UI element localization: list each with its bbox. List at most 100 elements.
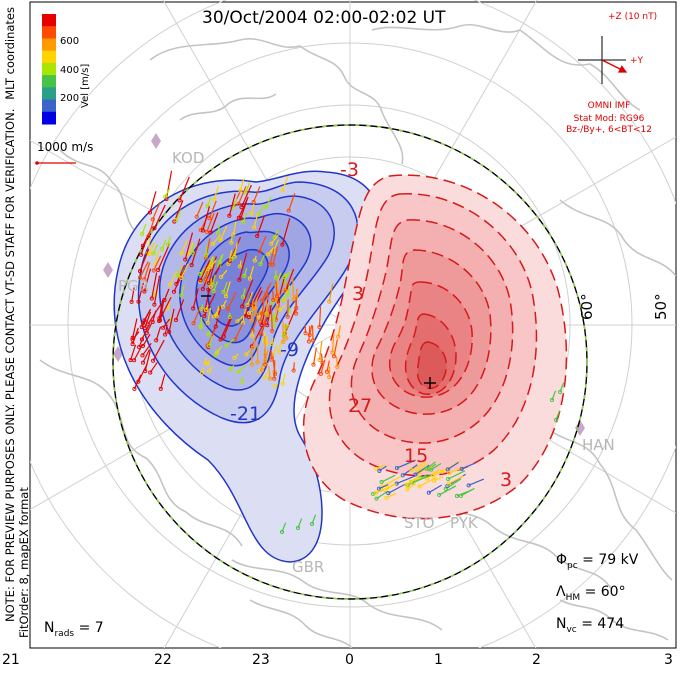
- vector-origin: [179, 251, 184, 256]
- velocity-vector: [333, 339, 338, 357]
- velocity-vector: [144, 350, 151, 372]
- contour-label: -3: [340, 159, 359, 181]
- vector-origin: [262, 375, 268, 380]
- vector-origin: [174, 217, 179, 222]
- velocity-vector: [149, 191, 157, 213]
- vector-origin: [189, 263, 194, 268]
- vector-origin: [286, 208, 291, 213]
- contour-label: -9: [280, 339, 299, 361]
- vector-origin: [203, 253, 209, 258]
- vector-origin: [255, 233, 260, 239]
- velocity-vector: [158, 299, 164, 319]
- vector-origin: [269, 341, 274, 346]
- velocity-vector: [381, 474, 396, 483]
- vector-origin: [142, 325, 147, 331]
- vector-origin: [202, 314, 207, 319]
- velocity-vector: [205, 305, 209, 311]
- velocity-vector: [175, 299, 185, 321]
- velocity-vector: [180, 263, 189, 279]
- velocity-vector: [240, 184, 252, 208]
- velocity-vector: [202, 206, 211, 231]
- vector-origin: [446, 481, 452, 486]
- mlt-label-0: 0: [345, 652, 354, 668]
- velocity-vector: [419, 476, 438, 488]
- vector-origin: [207, 343, 212, 348]
- vector-origin: [259, 322, 264, 328]
- vector-origin: [132, 386, 137, 391]
- velocity-vector: [285, 324, 290, 328]
- velocity-vector: [276, 280, 279, 296]
- velocity-vector: [191, 238, 201, 266]
- velocity-vector: [232, 221, 237, 235]
- velocity-vector: [292, 277, 295, 300]
- vector-origin: [208, 230, 213, 235]
- vector-origin: [236, 370, 241, 375]
- velocity-vector: [207, 330, 211, 335]
- mlt-label-21: 21: [2, 652, 20, 668]
- vector-origin: [167, 282, 173, 288]
- coastlines: [39, 24, 676, 648]
- colorbar-segment: [42, 50, 56, 64]
- velocity-vector: [234, 323, 244, 340]
- velocity-vector: [152, 201, 161, 220]
- vector-origin: [199, 370, 204, 375]
- velocity-vector: [207, 307, 212, 324]
- velocity-vector: [180, 239, 189, 254]
- vector-origin: [213, 353, 218, 358]
- velocity-vector: [233, 242, 238, 257]
- vector-origin: [213, 324, 218, 329]
- vector-origin: [210, 282, 215, 287]
- vector-origin: [240, 304, 245, 309]
- velocity-vector: [149, 241, 156, 255]
- vector-origin: [274, 306, 279, 311]
- mlt-label-23: 23: [252, 652, 270, 668]
- vector-origin: [203, 360, 208, 366]
- velocity-vector: [251, 298, 254, 321]
- vector-origin: [249, 211, 254, 216]
- velocity-vector: [318, 306, 322, 328]
- vector-origin: [429, 467, 434, 472]
- vector-origin: [286, 293, 291, 298]
- vector-origin: [386, 491, 391, 496]
- velocity-vector: [213, 185, 220, 200]
- vector-origin: [130, 342, 135, 347]
- vector-origin: [225, 306, 231, 312]
- velocity-vector: [199, 267, 205, 275]
- vector-origin: [191, 321, 196, 326]
- vector-origin: [132, 358, 137, 363]
- vector-origin: [198, 278, 203, 283]
- velocity-vector: [256, 215, 265, 237]
- velocity-vector: [169, 271, 178, 286]
- vector-origin: [212, 197, 217, 202]
- velocity-vector: [396, 475, 416, 485]
- vector-origin: [335, 364, 340, 369]
- vector-origin: [309, 521, 315, 527]
- vector-origin: [177, 198, 182, 203]
- vector-origin: [238, 188, 243, 193]
- velocity-vector: [179, 176, 190, 201]
- contour-label: 3: [352, 283, 364, 305]
- imf-source: OMNI IMF: [587, 101, 631, 111]
- mlt-label-22: 22: [154, 652, 172, 668]
- velocity-vector: [281, 176, 289, 191]
- vector-origin: [377, 468, 382, 473]
- vector-origin: [190, 250, 195, 256]
- velocity-vector: [210, 212, 219, 233]
- velocity-vector: [196, 201, 204, 217]
- vector-origin: [324, 369, 330, 374]
- velocity-vector: [142, 342, 152, 356]
- vector-origin: [291, 368, 296, 373]
- vector-origin: [249, 318, 254, 323]
- velocity-vector: [153, 255, 162, 271]
- velocity-vector: [265, 301, 269, 316]
- vector-origin: [273, 275, 278, 280]
- velocity-vector: [143, 268, 152, 292]
- fit-order-label: FitOrder: 8, mapEX format: [17, 487, 31, 638]
- vector-origin: [263, 358, 268, 363]
- hm-boundary-green: [112, 124, 588, 600]
- vector-origin: [408, 479, 413, 484]
- vector-origin: [191, 306, 196, 311]
- vector-origin: [280, 188, 285, 193]
- vector-origin: [431, 478, 437, 483]
- velocity-vector: [203, 293, 216, 317]
